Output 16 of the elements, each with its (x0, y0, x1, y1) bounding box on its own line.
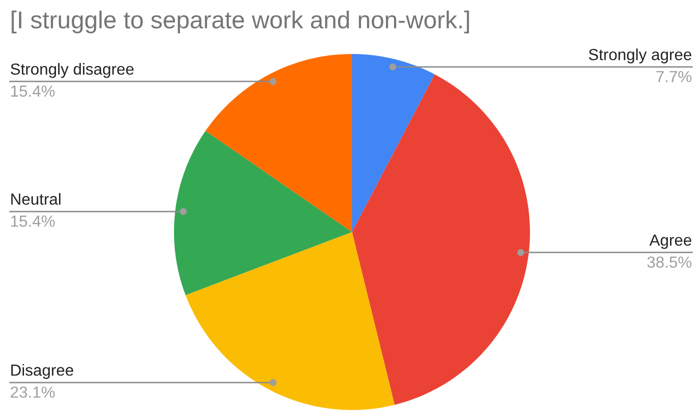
data-label: 23.1% (10, 386, 55, 398)
slice-label: Agree (649, 234, 692, 249)
pie-slice (174, 130, 352, 296)
pie-slice (352, 74, 530, 405)
data-label: 15.4% (11, 216, 55, 227)
pie-slice (186, 232, 395, 410)
slice-label: Neutral (11, 193, 60, 205)
pie-slice (206, 54, 352, 232)
data-label: 38.5% (647, 256, 692, 268)
pie-slice (352, 54, 435, 232)
data-label: 7.7% (656, 71, 692, 82)
chart-title: [I struggle to separate work and non-work.] (12, 10, 469, 34)
slice-label: Strongly agree (588, 48, 692, 64)
data-label: 15.4% (11, 86, 55, 97)
slice-label: Disagree (11, 364, 74, 379)
slice-label: Strongly disagree (10, 63, 134, 78)
